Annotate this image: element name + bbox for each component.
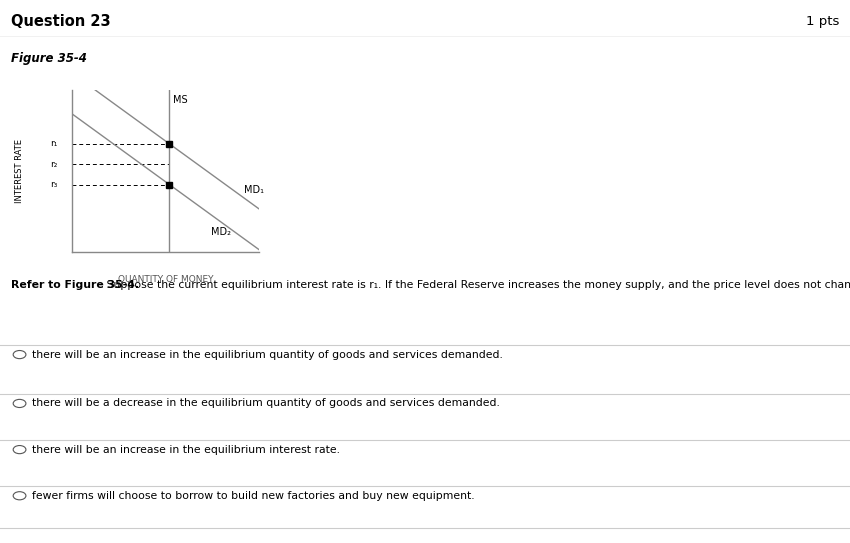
Text: Suppose the current equilibrium interest rate is r₁. If the Federal Reserve incr: Suppose the current equilibrium interest… bbox=[103, 280, 850, 289]
Text: INTEREST RATE: INTEREST RATE bbox=[15, 139, 25, 203]
Text: fewer firms will choose to borrow to build new factories and buy new equipment.: fewer firms will choose to borrow to bui… bbox=[32, 491, 475, 501]
Text: MD₂: MD₂ bbox=[211, 227, 230, 237]
Text: MD₁: MD₁ bbox=[244, 185, 264, 195]
Text: r₂: r₂ bbox=[50, 160, 57, 169]
Text: there will be an increase in the equilibrium quantity of goods and services dema: there will be an increase in the equilib… bbox=[32, 350, 503, 359]
Text: r₃: r₃ bbox=[50, 180, 57, 189]
Text: QUANTITY OF MONEY: QUANTITY OF MONEY bbox=[118, 275, 213, 285]
Text: r₁: r₁ bbox=[50, 140, 57, 148]
Text: Refer to Figure 35-4.: Refer to Figure 35-4. bbox=[11, 280, 139, 289]
Text: there will be an increase in the equilibrium interest rate.: there will be an increase in the equilib… bbox=[32, 445, 340, 454]
Text: Figure 35-4: Figure 35-4 bbox=[11, 52, 87, 65]
Text: Question 23: Question 23 bbox=[11, 14, 110, 29]
Text: 1 pts: 1 pts bbox=[807, 15, 840, 28]
Text: there will be a decrease in the equilibrium quantity of goods and services deman: there will be a decrease in the equilibr… bbox=[32, 399, 500, 408]
Text: MS: MS bbox=[173, 96, 188, 105]
